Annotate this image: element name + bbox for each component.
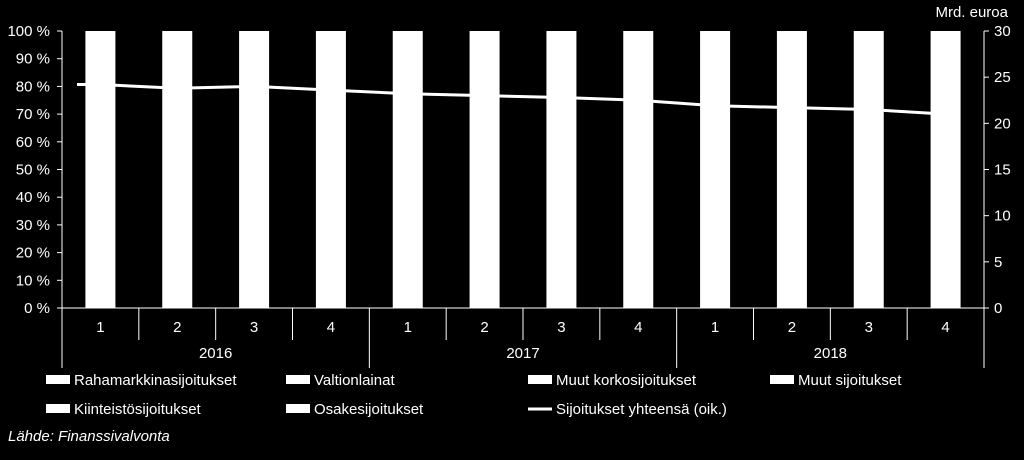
legend-label-5: Kiinteistösijoitukset xyxy=(74,401,202,418)
quarter-label: 4 xyxy=(941,319,949,336)
legend-label-7: Sijoitukset yhteensä (oik.) xyxy=(556,401,727,418)
quarter-label: 3 xyxy=(557,319,565,336)
bar-2 xyxy=(162,31,192,308)
total-investments-line xyxy=(77,85,960,115)
left-tick-label: 60 % xyxy=(16,134,50,151)
quarter-label: 1 xyxy=(404,319,412,336)
bar-8 xyxy=(623,31,653,308)
legend-label-4: Muut sijoitukset xyxy=(798,372,902,389)
left-axis-ticks: 0 % 10 % 20 % 30 % 40 % 50 % 60 % 70 % 80 % 90 % 1… xyxy=(7,23,62,317)
legend-swatch-1 xyxy=(46,375,70,384)
quarter-label: 2 xyxy=(173,319,181,336)
left-tick-label: 50 % xyxy=(16,162,50,179)
quarter-label: 4 xyxy=(634,319,642,336)
left-tick-label: 80 % xyxy=(16,78,50,95)
bar-11 xyxy=(854,31,884,308)
year-label: 2017 xyxy=(506,345,539,362)
bar-6 xyxy=(470,31,500,308)
x-axis-labels: 1 2 3 4 2016 1 2 3 4 2017 1 2 3 4 2018 xyxy=(62,308,984,368)
legend-label-3: Muut korkosijoitukset xyxy=(556,372,697,389)
quarter-label: 2 xyxy=(788,319,796,336)
year-label: 2018 xyxy=(814,345,847,362)
right-axis-unit: Mrd. euroa xyxy=(935,4,1008,21)
axes xyxy=(62,31,984,308)
right-axis-ticks: 0 5 10 15 20 25 30 xyxy=(984,23,1011,317)
source-note: Lähde: Finanssivalvonta xyxy=(8,428,170,445)
quarter-label: 1 xyxy=(96,319,104,336)
left-tick-label: 30 % xyxy=(16,217,50,234)
bar-10 xyxy=(777,31,807,308)
legend-label-2: Valtionlainat xyxy=(314,372,395,389)
left-tick-label: 70 % xyxy=(16,106,50,123)
left-tick-label: 90 % xyxy=(16,51,50,68)
quarter-label: 2 xyxy=(480,319,488,336)
left-tick-label: 10 % xyxy=(16,272,50,289)
right-tick-label: 30 xyxy=(994,23,1011,40)
left-tick-label: 100 % xyxy=(7,23,50,40)
bar-4 xyxy=(316,31,346,308)
total-line-layer xyxy=(77,85,960,115)
right-tick-label: 5 xyxy=(994,254,1002,271)
quarter-label: 3 xyxy=(865,319,873,336)
right-tick-label: 25 xyxy=(994,69,1011,86)
legend-swatch-3 xyxy=(528,375,552,384)
left-tick-label: 40 % xyxy=(16,189,50,206)
bar-3 xyxy=(239,31,269,308)
bar-9 xyxy=(700,31,730,308)
legend-swatch-2 xyxy=(286,375,310,384)
right-tick-label: 10 xyxy=(994,208,1011,225)
stacked-bars xyxy=(85,31,960,308)
bar-5 xyxy=(393,31,423,308)
legend-swatch-5 xyxy=(46,404,70,413)
left-tick-label: 0 % xyxy=(24,300,50,317)
quarter-label: 3 xyxy=(250,319,258,336)
legend-swatch-6 xyxy=(286,404,310,413)
right-tick-label: 0 xyxy=(994,300,1002,317)
quarter-label: 4 xyxy=(327,319,335,336)
legend-swatch-4 xyxy=(770,375,794,384)
right-tick-label: 20 xyxy=(994,115,1011,132)
legend: Rahamarkkinasijoitukset Valtionlainat Muut… xyxy=(46,372,902,418)
quarter-label: 1 xyxy=(711,319,719,336)
bar-12 xyxy=(931,31,961,308)
bar-1 xyxy=(85,31,115,308)
right-tick-label: 15 xyxy=(994,162,1011,179)
bar-7 xyxy=(546,31,576,308)
year-label: 2016 xyxy=(199,345,232,362)
legend-label-1: Rahamarkkinasijoitukset xyxy=(74,372,237,389)
legend-label-6: Osakesijoitukset xyxy=(314,401,424,418)
left-tick-label: 20 % xyxy=(16,245,50,262)
